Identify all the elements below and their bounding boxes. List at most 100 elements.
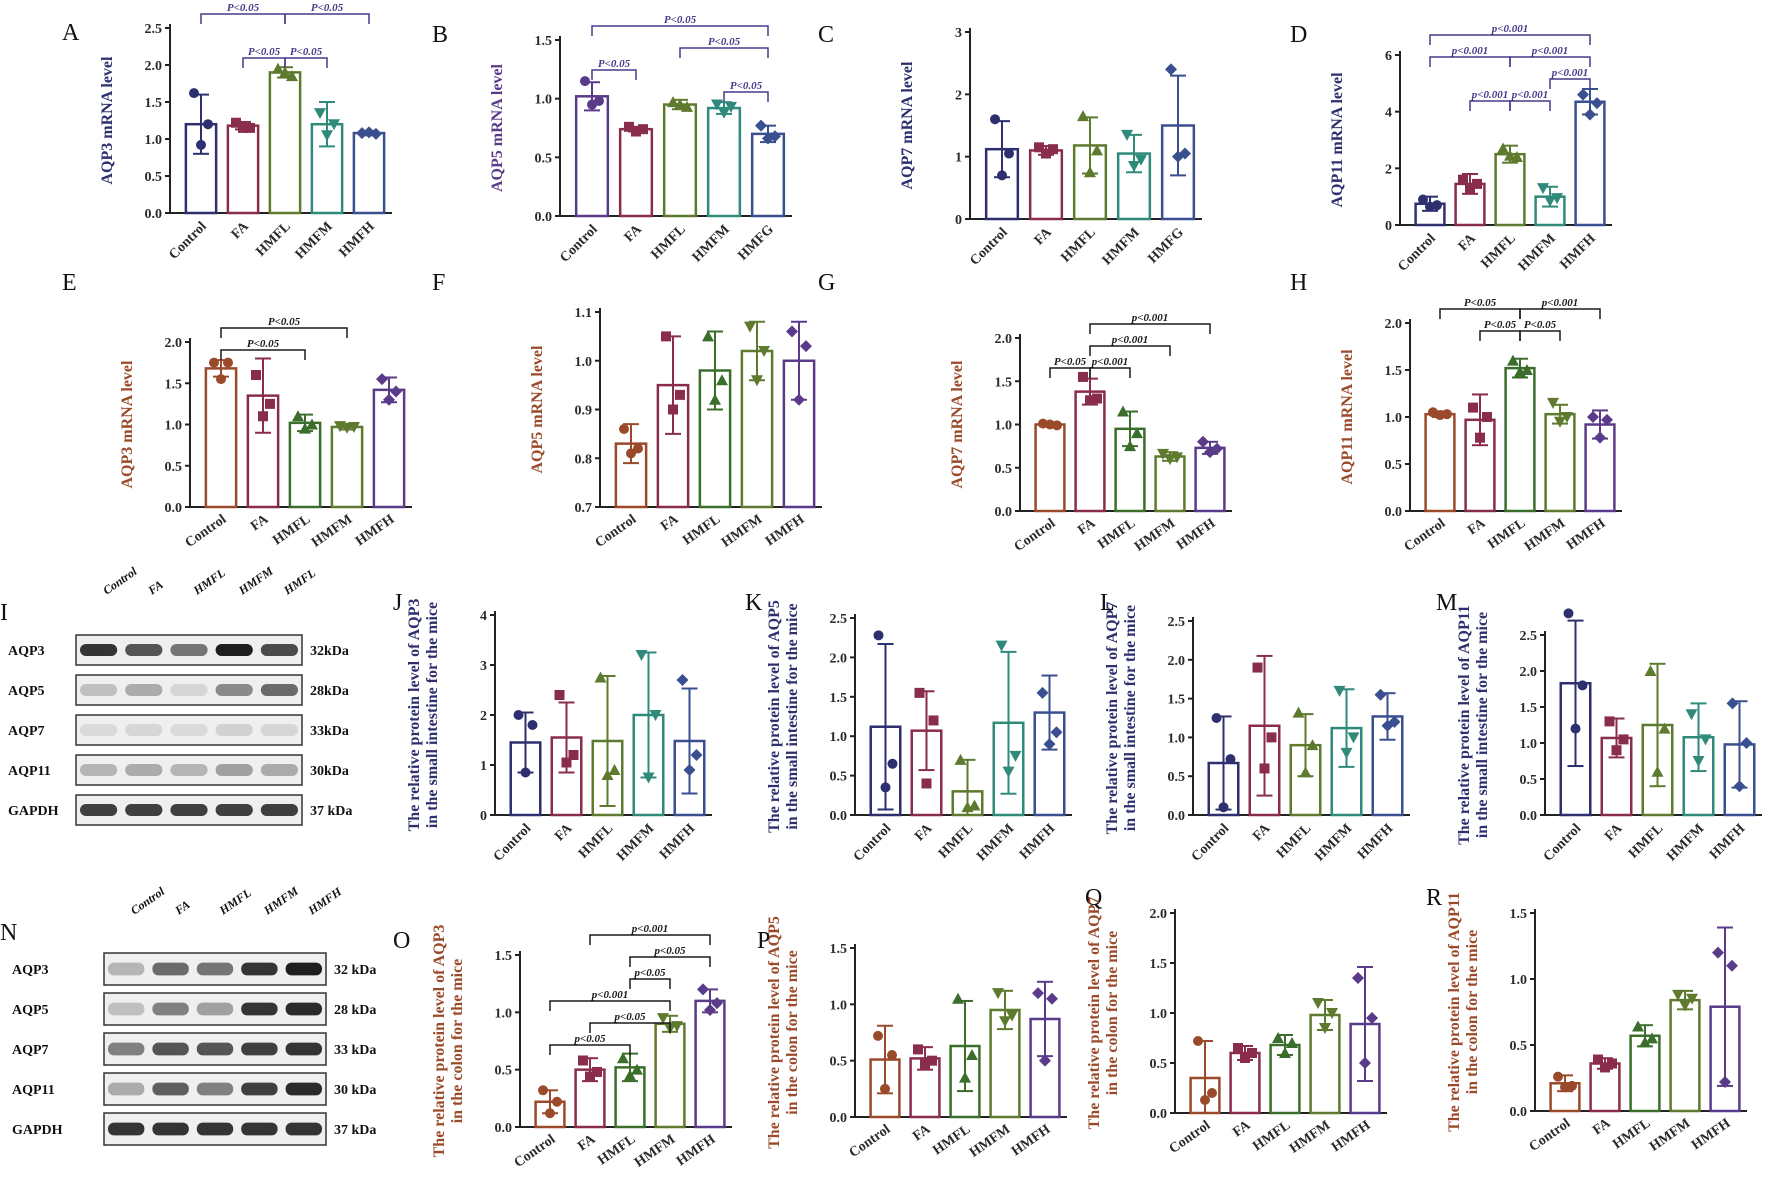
y-tick-label: 1.5	[145, 96, 163, 111]
western-blot-I: I Control FA HMFL HMFM HMFL AQP3 32kDa AQP5 28kDa…	[0, 564, 352, 826]
data-point	[1712, 946, 1724, 959]
y-axis-title: AQP5 mRNA level	[489, 63, 506, 192]
y-tick-label: 1.0	[1168, 731, 1186, 746]
chart-R: R The relative protein level of AQP11in t…	[1426, 885, 1747, 1155]
y-axis-title: The relative protein level of AQP3in the…	[406, 599, 441, 832]
data-point	[1084, 166, 1096, 178]
y-axis-title: AQP7 mRNA level	[899, 61, 916, 190]
data-point	[624, 121, 634, 132]
y-axis-title-line: in the colon for the mice	[784, 950, 801, 1115]
data-point	[1286, 1037, 1298, 1048]
blot-band	[80, 804, 118, 816]
y-tick-label: 0.5	[995, 462, 1013, 477]
category-label: Control	[557, 222, 601, 266]
data-point	[999, 1016, 1011, 1028]
data-point	[1726, 697, 1739, 710]
y-tick-label: 1.5	[1150, 957, 1168, 972]
data-point	[1204, 446, 1216, 459]
y-tick-label: 0.5	[1385, 458, 1403, 473]
data-point	[341, 422, 353, 434]
blot-band	[260, 724, 298, 736]
y-axis-title-line: The relative protein level of AQP3	[431, 925, 448, 1158]
molecular-weight-label: 32 kDa	[334, 963, 376, 978]
protein-label: AQP5	[12, 1003, 49, 1018]
category-label: HMFH	[1174, 516, 1218, 553]
blot-band	[215, 644, 253, 656]
y-axis-title-line: AQP7 mRNA level	[949, 360, 966, 489]
category-label: Control	[1189, 821, 1233, 865]
y-axis-title-line: in the colon for the mice	[1464, 930, 1481, 1095]
y-axis-title-line: The relative protein level of AQP7	[1104, 602, 1121, 835]
data-point	[1646, 1032, 1658, 1044]
significance-label: P<0.05	[268, 316, 301, 328]
significance-label: P<0.05	[290, 46, 323, 58]
data-point	[601, 769, 614, 780]
data-point	[594, 671, 607, 683]
data-point	[216, 374, 226, 385]
category-label: FA	[575, 1131, 599, 1154]
y-tick-label: 0.0	[1168, 809, 1186, 824]
y-tick-label: 0.5	[145, 170, 163, 185]
bar-HMFL	[1504, 366, 1536, 513]
data-point	[552, 1096, 562, 1107]
data-point	[1618, 734, 1629, 745]
y-axis-title: AQP7 mRNA level	[949, 360, 966, 489]
blot-band	[260, 684, 298, 696]
y-tick-label: 3	[480, 659, 487, 674]
data-point	[265, 398, 275, 409]
y-tick-label: 1.0	[830, 998, 848, 1013]
y-axis-title-line: The relative protein level of AQP5	[766, 600, 783, 833]
significance-bracket	[284, 57, 328, 68]
blot-band	[215, 764, 253, 776]
data-point	[1359, 1057, 1371, 1069]
significance-label: p<0.001	[631, 923, 669, 935]
category-label: HMFH	[1564, 516, 1608, 553]
y-tick-label: 0.0	[145, 207, 163, 222]
chart-J: J The relative protein level of AQP3in th…	[393, 590, 712, 865]
y-tick-label: 1	[480, 759, 487, 774]
significance-label: p<0.05	[573, 1033, 606, 1045]
data-point	[1333, 685, 1346, 697]
data-point	[1601, 413, 1613, 426]
data-point	[966, 1049, 978, 1061]
blot-band	[285, 1042, 322, 1056]
data-point	[667, 96, 679, 108]
category-label: FA	[1590, 1115, 1614, 1138]
y-axis-title-line: The relative protein level of AQP11	[1456, 605, 1473, 845]
significance-label: p<0.001	[1111, 334, 1149, 346]
category-label: FA	[1250, 821, 1274, 845]
data-point	[619, 424, 629, 434]
data-point	[1117, 405, 1129, 417]
data-point	[1435, 410, 1445, 421]
category-label: FA	[910, 1121, 934, 1144]
category-label: Control	[1167, 1118, 1214, 1157]
data-point	[538, 1085, 548, 1096]
data-point	[725, 101, 737, 113]
category-label: HMFM	[1132, 516, 1178, 555]
blot-band	[108, 1002, 145, 1016]
y-axis-title: AQP5 mRNA level	[529, 345, 546, 474]
category-label: HMFH	[1017, 821, 1058, 862]
data-point	[1639, 1036, 1651, 1048]
y-tick-label: 0	[1385, 219, 1392, 234]
significance-label: P<0.05	[227, 2, 260, 14]
data-point	[635, 650, 648, 661]
significance-label: P<0.05	[248, 46, 281, 58]
data-point	[1651, 765, 1664, 777]
data-point	[913, 1044, 923, 1055]
y-axis-title: The relative protein level of AQP11in th…	[1456, 605, 1491, 845]
y-tick-label: 1.5	[1385, 364, 1403, 379]
category-label: HMFH	[1707, 821, 1748, 862]
bar-FA	[1074, 390, 1106, 513]
data-point	[1733, 780, 1746, 793]
data-point	[561, 757, 572, 768]
data-point	[758, 346, 770, 357]
y-axis-title-line: AQP5 mRNA level	[489, 63, 506, 192]
bar-HMFM	[1544, 412, 1576, 513]
data-point	[578, 1055, 588, 1066]
data-point	[675, 389, 685, 400]
blot-band	[285, 962, 322, 976]
y-tick-label: 1.5	[830, 691, 848, 706]
category-label: HMFL	[254, 219, 294, 259]
